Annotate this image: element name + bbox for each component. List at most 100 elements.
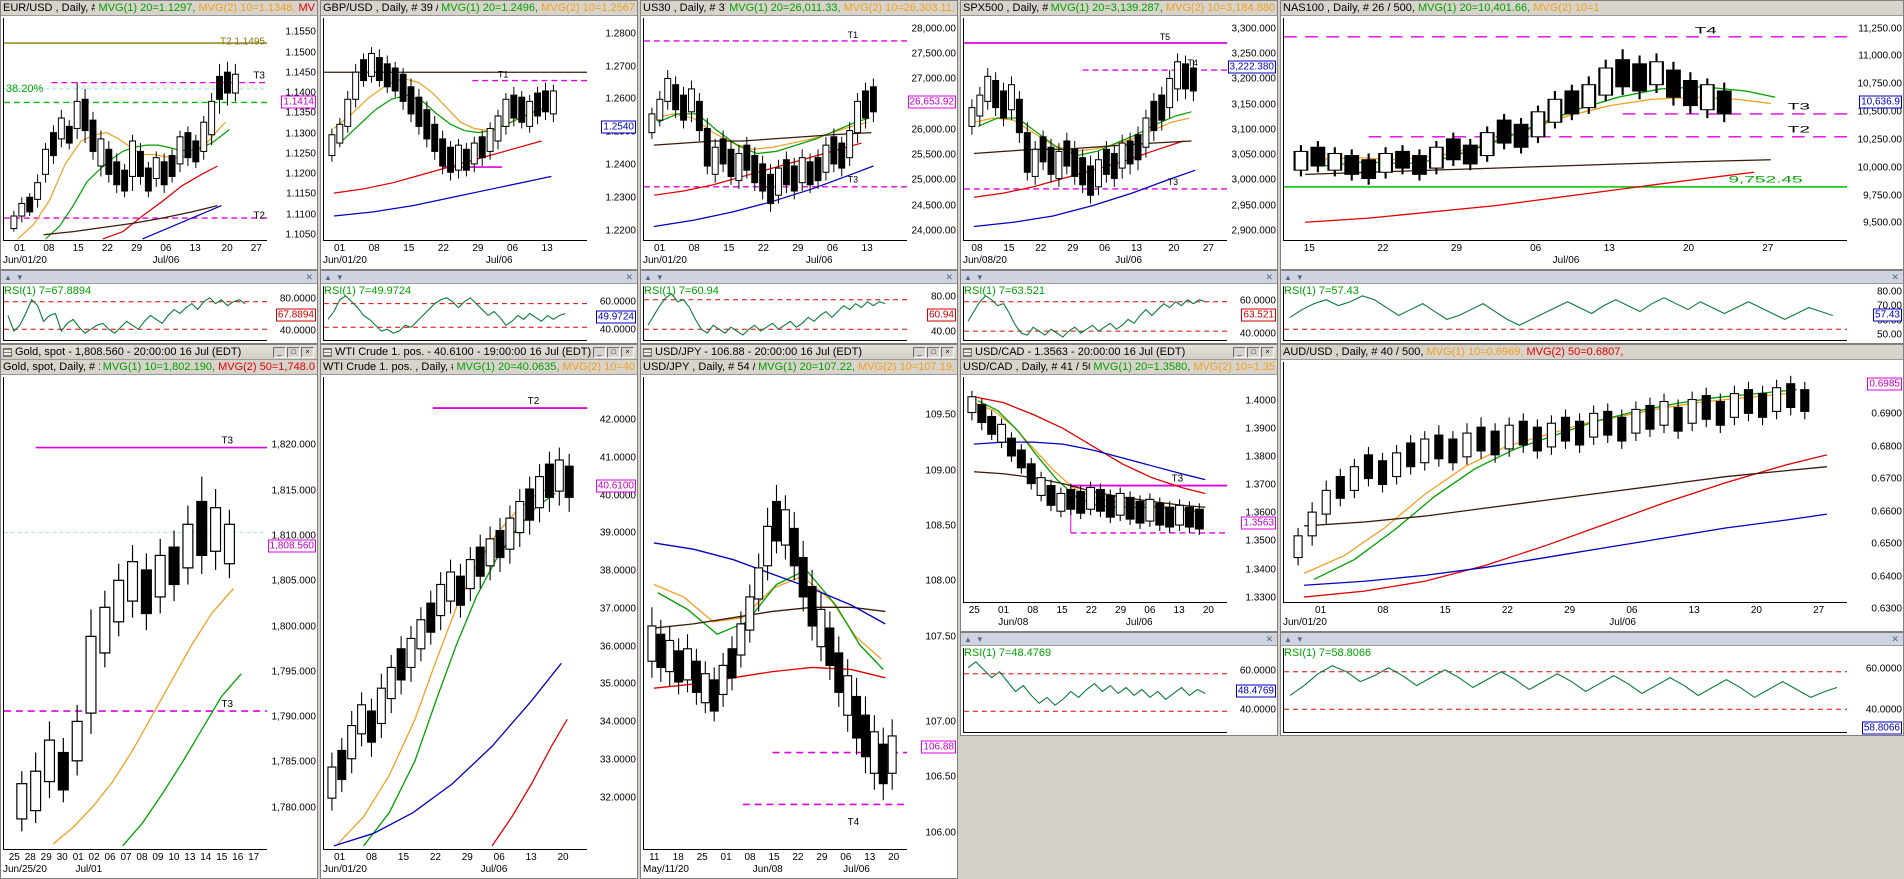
window-gold[interactable]: Gold, spot - 1,808.560 - 20:00:00 16 Jul…: [0, 344, 318, 879]
minimize-button[interactable]: _: [593, 346, 606, 358]
window-titlebar-usdjpy[interactable]: USD/JPY - 106.88 - 20:00:00 16 Jul (EDT)…: [641, 345, 957, 360]
window-usdjpy[interactable]: USD/JPY - 106.88 - 20:00:00 16 Jul (EDT)…: [640, 344, 958, 879]
price-axis-right[interactable]: 1.4000 1.3900 1.3800 1.3700 1.3600 1.350…: [1225, 375, 1277, 631]
close-button[interactable]: ×: [301, 346, 314, 358]
rsi-plot-gbpusd[interactable]: RSI(1) 7=49.9724 60.0000 40.0000 49.9724: [321, 284, 637, 343]
plot-area[interactable]: 38.20% T2 1.1495 T3 T2: [3, 18, 267, 241]
window-titlebar-gold[interactable]: Gold, spot - 1,808.560 - 20:00:00 16 Jul…: [1, 345, 317, 360]
rsi-navbar[interactable]: ▲ ▼ ✕: [321, 271, 637, 284]
rsi-navbar[interactable]: ▲ ▼ ✕: [961, 633, 1277, 646]
scroll-up-icon[interactable]: ▲: [1284, 272, 1293, 282]
chart-panel-spx500[interactable]: SPX500 , Daily, # 34 / 500, MVG(1) 20=3,…: [960, 0, 1278, 270]
plot-us30[interactable]: T1 T3 28,000.00 27,500.00 27,000.00 26,5…: [641, 16, 957, 269]
close-button[interactable]: ×: [621, 346, 634, 358]
rsi-panel-eurusd[interactable]: ▲ ▼ ✕ RSI(1) 7=67.8894 80.0000 40.0000 6…: [0, 270, 318, 344]
price-axis-right[interactable]: 3,300.000 3,250.000 3,200.000 3,150.000 …: [1225, 16, 1277, 269]
plot-area[interactable]: T4: [643, 377, 907, 850]
window-usdcad[interactable]: USD/CAD - 1.3563 - 20:00:00 16 Jul (EDT)…: [960, 344, 1278, 632]
price-tag[interactable]: 1.3563: [1241, 516, 1276, 530]
price-tag[interactable]: 1,808.560: [267, 539, 316, 553]
close-icon[interactable]: ✕: [1265, 633, 1273, 644]
maximize-button[interactable]: □: [1247, 346, 1260, 358]
price-tag[interactable]: 40.6100: [595, 479, 636, 493]
rsi-navbar[interactable]: ▲ ▼ ✕: [961, 271, 1277, 284]
scroll-up-icon[interactable]: ▲: [964, 634, 973, 644]
scroll-down-icon[interactable]: ▼: [1295, 272, 1305, 282]
minimize-button[interactable]: _: [913, 346, 926, 358]
rsi-panel-nas100[interactable]: ▲ ▼ ✕ RSI(1) 7=57.43 80.00 70.00 60.00 5…: [1280, 270, 1904, 344]
plot-nas100[interactable]: T4 T3 T2 9,752.45 11,250.00 11,000.00 10…: [1281, 16, 1903, 269]
close-icon[interactable]: ✕: [1891, 271, 1899, 282]
rsi-value-tag[interactable]: 60.94: [926, 308, 956, 322]
rsi-panel-usdcad[interactable]: ▲ ▼ ✕ RSI(1) 7=48.4769 60.0000 40.0000 4…: [960, 632, 1278, 736]
plot-gold[interactable]: T3 T3 1,820.000 1,815.000 1,810.000 1,80…: [1, 375, 317, 878]
rsi-plot-audusd[interactable]: RSI(1) 7=58.8066 60.0000 40.0000 58.8066: [1281, 646, 1903, 735]
rsi-plot-eurusd[interactable]: RSI(1) 7=67.8894 80.0000 40.0000 67.8894: [1, 284, 317, 343]
rsi-plot-nas100[interactable]: RSI(1) 7=57.43 80.00 70.00 60.00 50.00 5…: [1281, 284, 1903, 343]
scroll-up-icon[interactable]: ▲: [1284, 634, 1293, 644]
close-button[interactable]: ×: [941, 346, 954, 358]
maximize-button[interactable]: □: [607, 346, 620, 358]
close-icon[interactable]: ✕: [625, 271, 633, 282]
rsi-navbar[interactable]: ▲ ▼ ✕: [1, 271, 317, 284]
chart-panel-us30[interactable]: US30 , Daily, # 37 / 500, MVG(1) 20=26,0…: [640, 0, 958, 270]
scroll-up-icon[interactable]: ▲: [4, 272, 13, 282]
scroll-up-icon[interactable]: ▲: [324, 272, 333, 282]
close-icon[interactable]: ✕: [305, 271, 313, 282]
plot-area[interactable]: T1 T3: [643, 18, 907, 241]
price-axis-right[interactable]: 1.1550 1.1500 1.1450 1.1400 1.1350 1.130…: [265, 16, 317, 269]
plot-area[interactable]: T3: [963, 377, 1227, 603]
price-tag[interactable]: 1.2540: [601, 120, 636, 134]
rsi-plot-usdcad[interactable]: RSI(1) 7=48.4769 60.0000 40.0000 48.4769: [961, 646, 1277, 735]
price-tag[interactable]: 26,653.92: [907, 95, 956, 109]
scroll-down-icon[interactable]: ▼: [655, 272, 665, 282]
price-tag[interactable]: 106.88: [921, 740, 956, 754]
close-icon[interactable]: ✕: [1265, 271, 1273, 282]
maximize-button[interactable]: □: [287, 346, 300, 358]
plot-area[interactable]: T3 T3: [3, 377, 267, 850]
scroll-down-icon[interactable]: ▼: [975, 634, 985, 644]
rsi-value-tag[interactable]: 57.43: [1872, 308, 1902, 322]
close-icon[interactable]: ✕: [1891, 633, 1899, 644]
price-tag[interactable]: 10,636.9: [1859, 95, 1902, 109]
plot-area[interactable]: T1: [323, 18, 587, 241]
rsi-plot-us30[interactable]: RSI(1) 7=60.94 80.00 40.00 60.94: [641, 284, 957, 343]
rsi-panel-spx500[interactable]: ▲ ▼ ✕ RSI(1) 7=63.521 60.0000 40.0000 63…: [960, 270, 1278, 344]
rsi-value-tag[interactable]: 58.8066: [1861, 721, 1902, 735]
window-wti[interactable]: WTI Crude 1. pos. - 40.6100 - 19:00:00 1…: [320, 344, 638, 879]
plot-gbpusd[interactable]: T1 1.2800 1.2700 1.2600 1.2500 1.2400 1.…: [321, 16, 637, 269]
scroll-down-icon[interactable]: ▼: [335, 272, 345, 282]
rsi-panel-audusd[interactable]: ▲ ▼ ✕ RSI(1) 7=58.8066 60.0000 40.0000 5…: [1280, 632, 1904, 736]
plot-area[interactable]: T2: [323, 377, 587, 850]
plot-area[interactable]: [1283, 362, 1847, 603]
plot-usdjpy[interactable]: T4 109.50 109.00 108.50 108.00 107.50 10…: [641, 375, 957, 878]
chart-panel-nas100[interactable]: NAS100 , Daily, # 26 / 500, MVG(1) 20=10…: [1280, 0, 1904, 270]
scroll-down-icon[interactable]: ▼: [975, 272, 985, 282]
price-tag[interactable]: 0.6985: [1867, 377, 1902, 391]
price-tag[interactable]: 1.1414: [281, 95, 316, 109]
rsi-plot-spx500[interactable]: RSI(1) 7=63.521 60.0000 40.0000 63.521: [961, 284, 1277, 343]
window-titlebar-wti[interactable]: WTI Crude 1. pos. - 40.6100 - 19:00:00 1…: [321, 345, 637, 360]
rsi-value-tag[interactable]: 49.9724: [595, 310, 636, 324]
rsi-value-tag[interactable]: 48.4769: [1235, 684, 1276, 697]
minimize-button[interactable]: _: [1233, 346, 1246, 358]
plot-wti[interactable]: T2 42.0000 41.0000 40.0000 39.0000 38.00…: [321, 375, 637, 878]
price-axis-right[interactable]: 11,250.00 11,000.00 10,750.00 10,500.00 …: [1845, 16, 1903, 269]
plot-area[interactable]: T5 T4 T3: [963, 18, 1227, 241]
chart-panel-audusd[interactable]: AUD/USD , Daily, # 40 / 500, MVG(1) 10=0…: [1280, 344, 1904, 632]
scroll-down-icon[interactable]: ▼: [1295, 634, 1305, 644]
plot-spx500[interactable]: T5 T4 T3 3,300.000 3,250.000 3,200.000 3…: [961, 16, 1277, 269]
price-axis-right[interactable]: 109.50 109.00 108.50 108.00 107.50 107.0…: [905, 375, 957, 878]
rsi-navbar[interactable]: ▲ ▼ ✕: [1281, 271, 1903, 284]
plot-area[interactable]: T4 T3 T2 9,752.45: [1283, 18, 1847, 241]
plot-eurusd[interactable]: 38.20% T2 1.1495 T3 T2 1.1550 1.1500 1.1…: [1, 16, 317, 269]
price-axis-right[interactable]: 1.2800 1.2700 1.2600 1.2500 1.2400 1.230…: [585, 16, 637, 269]
scroll-up-icon[interactable]: ▲: [644, 272, 653, 282]
rsi-value-tag[interactable]: 67.8894: [275, 308, 316, 322]
maximize-button[interactable]: □: [927, 346, 940, 358]
plot-usdcad[interactable]: T3 1.4000 1.3900 1.3800 1.3700 1.3600 1.…: [961, 375, 1277, 631]
rsi-value-tag[interactable]: 63.521: [1241, 308, 1276, 322]
minimize-button[interactable]: _: [273, 346, 286, 358]
